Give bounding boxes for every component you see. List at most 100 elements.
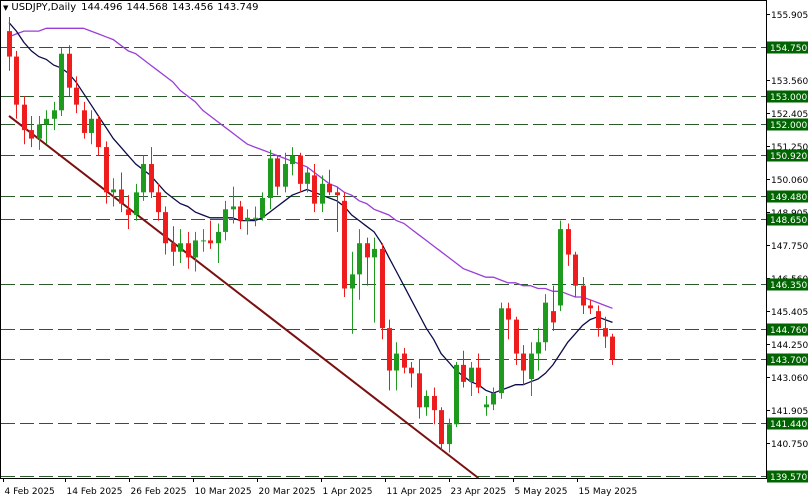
bear-candle [186,231,191,269]
slow-ma-line [8,27,613,309]
level-label: 141.440 [770,420,807,430]
candles [7,16,615,453]
bull-candle [357,229,362,300]
level-label-bg [767,149,808,162]
level-label: 148.650 [770,216,807,226]
symbol-timeframe[interactable]: USDJPY,Daily [11,2,77,13]
trendline[interactable] [8,115,479,479]
bear-candle [163,206,168,255]
candle-body [558,229,563,306]
candle-body [476,367,481,388]
bull-candle [290,147,295,176]
candle-body [596,311,601,329]
candle-body [134,192,139,215]
candle-body [126,209,131,215]
bear-candle [432,387,437,425]
bull-candle [305,166,310,193]
candle-body [529,353,534,380]
bear-candle [610,333,615,365]
candle-body [610,336,615,360]
bear-candle [417,359,422,419]
candle-body [543,302,548,343]
candle-body [223,209,228,232]
bear-candle [298,152,303,193]
price-tick-label: 143.060 [771,374,808,384]
bull-candle [529,342,534,396]
bear-candle [402,347,407,374]
bear-candle [7,16,12,71]
price-tick-label: 140.750 [771,440,808,450]
bull-candle [141,155,146,201]
candle-body [14,56,19,105]
bear-candle [566,223,571,266]
candle-body [268,158,273,198]
ohlc-low: 143.456 [171,2,214,13]
bear-candle [104,141,109,204]
candle-body [514,319,519,354]
bull-candle [394,342,399,391]
candle-body [350,274,355,289]
ohlc-high: 144.568 [126,2,168,13]
candle-body [193,240,198,258]
candle-body [67,53,72,88]
level-label: 150.920 [770,152,807,162]
candle-body [372,248,377,258]
bull-candle [484,395,489,416]
candle-body [588,305,593,309]
date-tick-label: 23 Apr 2025 [451,487,507,497]
candle-body [387,328,392,371]
candle-body [253,217,258,219]
bear-candle [476,353,481,394]
candle-body [89,118,94,133]
candle-body [454,364,459,425]
bull-candle [469,362,474,396]
bear-candle [409,362,414,388]
price-tick-label: 153.560 [771,77,808,87]
candle-body [566,229,571,255]
bear-candle [603,316,608,348]
candle-body [163,212,168,244]
trendline-segment [8,115,479,479]
bear-candle [596,305,601,337]
price-tick-label: 141.905 [771,407,808,417]
level-labels: 154.750 153.000 152.000 150.920 149.480 148.6… [767,41,808,483]
candle-body [551,311,556,323]
bull-candle [454,362,459,428]
bull-candle [134,183,139,221]
ohlc-close: 143.749 [217,2,259,13]
bull-candle [491,387,496,411]
level-label-bg [767,118,808,131]
date-tick-label: 5 May 2025 [515,487,568,497]
bear-candle [119,172,124,213]
bear-candle [506,302,511,340]
price-tick-label: 144.250 [771,341,808,351]
candle-body [521,353,526,371]
bull-candle [536,328,541,371]
level-label-bg [767,353,808,366]
bear-candle [521,345,526,385]
bull-candle [44,110,49,145]
candle-body [178,243,183,252]
bear-candle [156,183,161,221]
bull-candle [260,192,265,221]
candle-body [186,243,191,258]
candle-body [44,118,49,125]
candle-body [320,183,325,204]
candle-body [536,342,541,354]
date-tick-label: 15 May 2025 [579,487,638,497]
bull-candle [193,231,198,272]
date-tick-label: 14 Feb 2025 [67,487,123,497]
bear-candle [82,101,87,139]
candle-body [298,155,303,184]
bear-candle [275,155,280,196]
candle-body [260,197,265,218]
candle-body [409,367,414,374]
candle-body [96,118,101,148]
price-tick-label: 151.250 [771,143,808,153]
bear-candle [96,115,101,156]
bear-candle [14,50,19,119]
date-tick-label: 11 Apr 2025 [387,487,443,497]
level-label: 152.000 [770,121,807,131]
symbol-dropdown-icon[interactable]: ▼ [3,4,9,12]
